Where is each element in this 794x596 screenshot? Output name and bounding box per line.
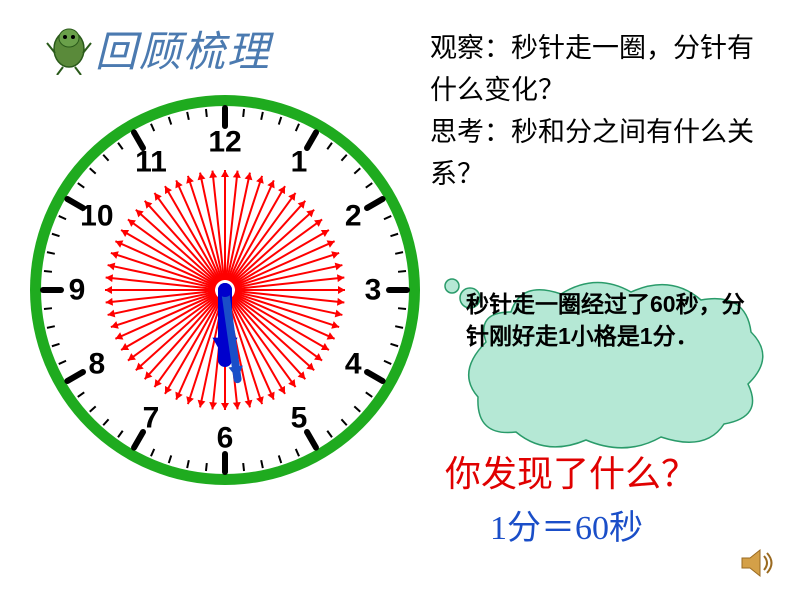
page-title: 回顾梳理 — [95, 18, 271, 79]
svg-text:5: 5 — [291, 402, 308, 435]
svg-text:2: 2 — [345, 200, 362, 233]
question-line-2: 思考：秒和分之间有什么关系？ — [430, 112, 780, 196]
clock-diagram: 121234567891011 — [25, 90, 425, 490]
svg-text:11: 11 — [135, 145, 167, 178]
speaker-icon — [740, 548, 774, 578]
svg-text:12: 12 — [208, 126, 241, 159]
mascot-icon — [45, 23, 93, 75]
svg-text:4: 4 — [345, 348, 362, 381]
svg-text:3: 3 — [365, 274, 382, 307]
thought-bubble: 秒针走一圈经过了60秒，分针刚好走1小格是1分． — [436, 272, 766, 427]
bubble-text: 秒针走一圈经过了60秒，分针刚好走1小格是1分． — [466, 288, 746, 352]
question-line-1: 观察：秒针走一圈，分针有什么变化？ — [430, 28, 780, 112]
svg-text:10: 10 — [80, 200, 113, 233]
discover-text: 你发现了什么？ — [445, 445, 697, 497]
svg-text:1: 1 — [291, 145, 308, 178]
svg-text:9: 9 — [69, 274, 86, 307]
svg-text:8: 8 — [88, 348, 105, 381]
svg-text:7: 7 — [143, 402, 160, 435]
title-area: 回顾梳理 — [45, 18, 271, 79]
svg-text:6: 6 — [217, 422, 234, 455]
equation-text: 1分＝60秒 — [490, 500, 643, 549]
question-block: 观察：秒针走一圈，分针有什么变化？ 思考：秒和分之间有什么关系？ — [430, 28, 780, 195]
